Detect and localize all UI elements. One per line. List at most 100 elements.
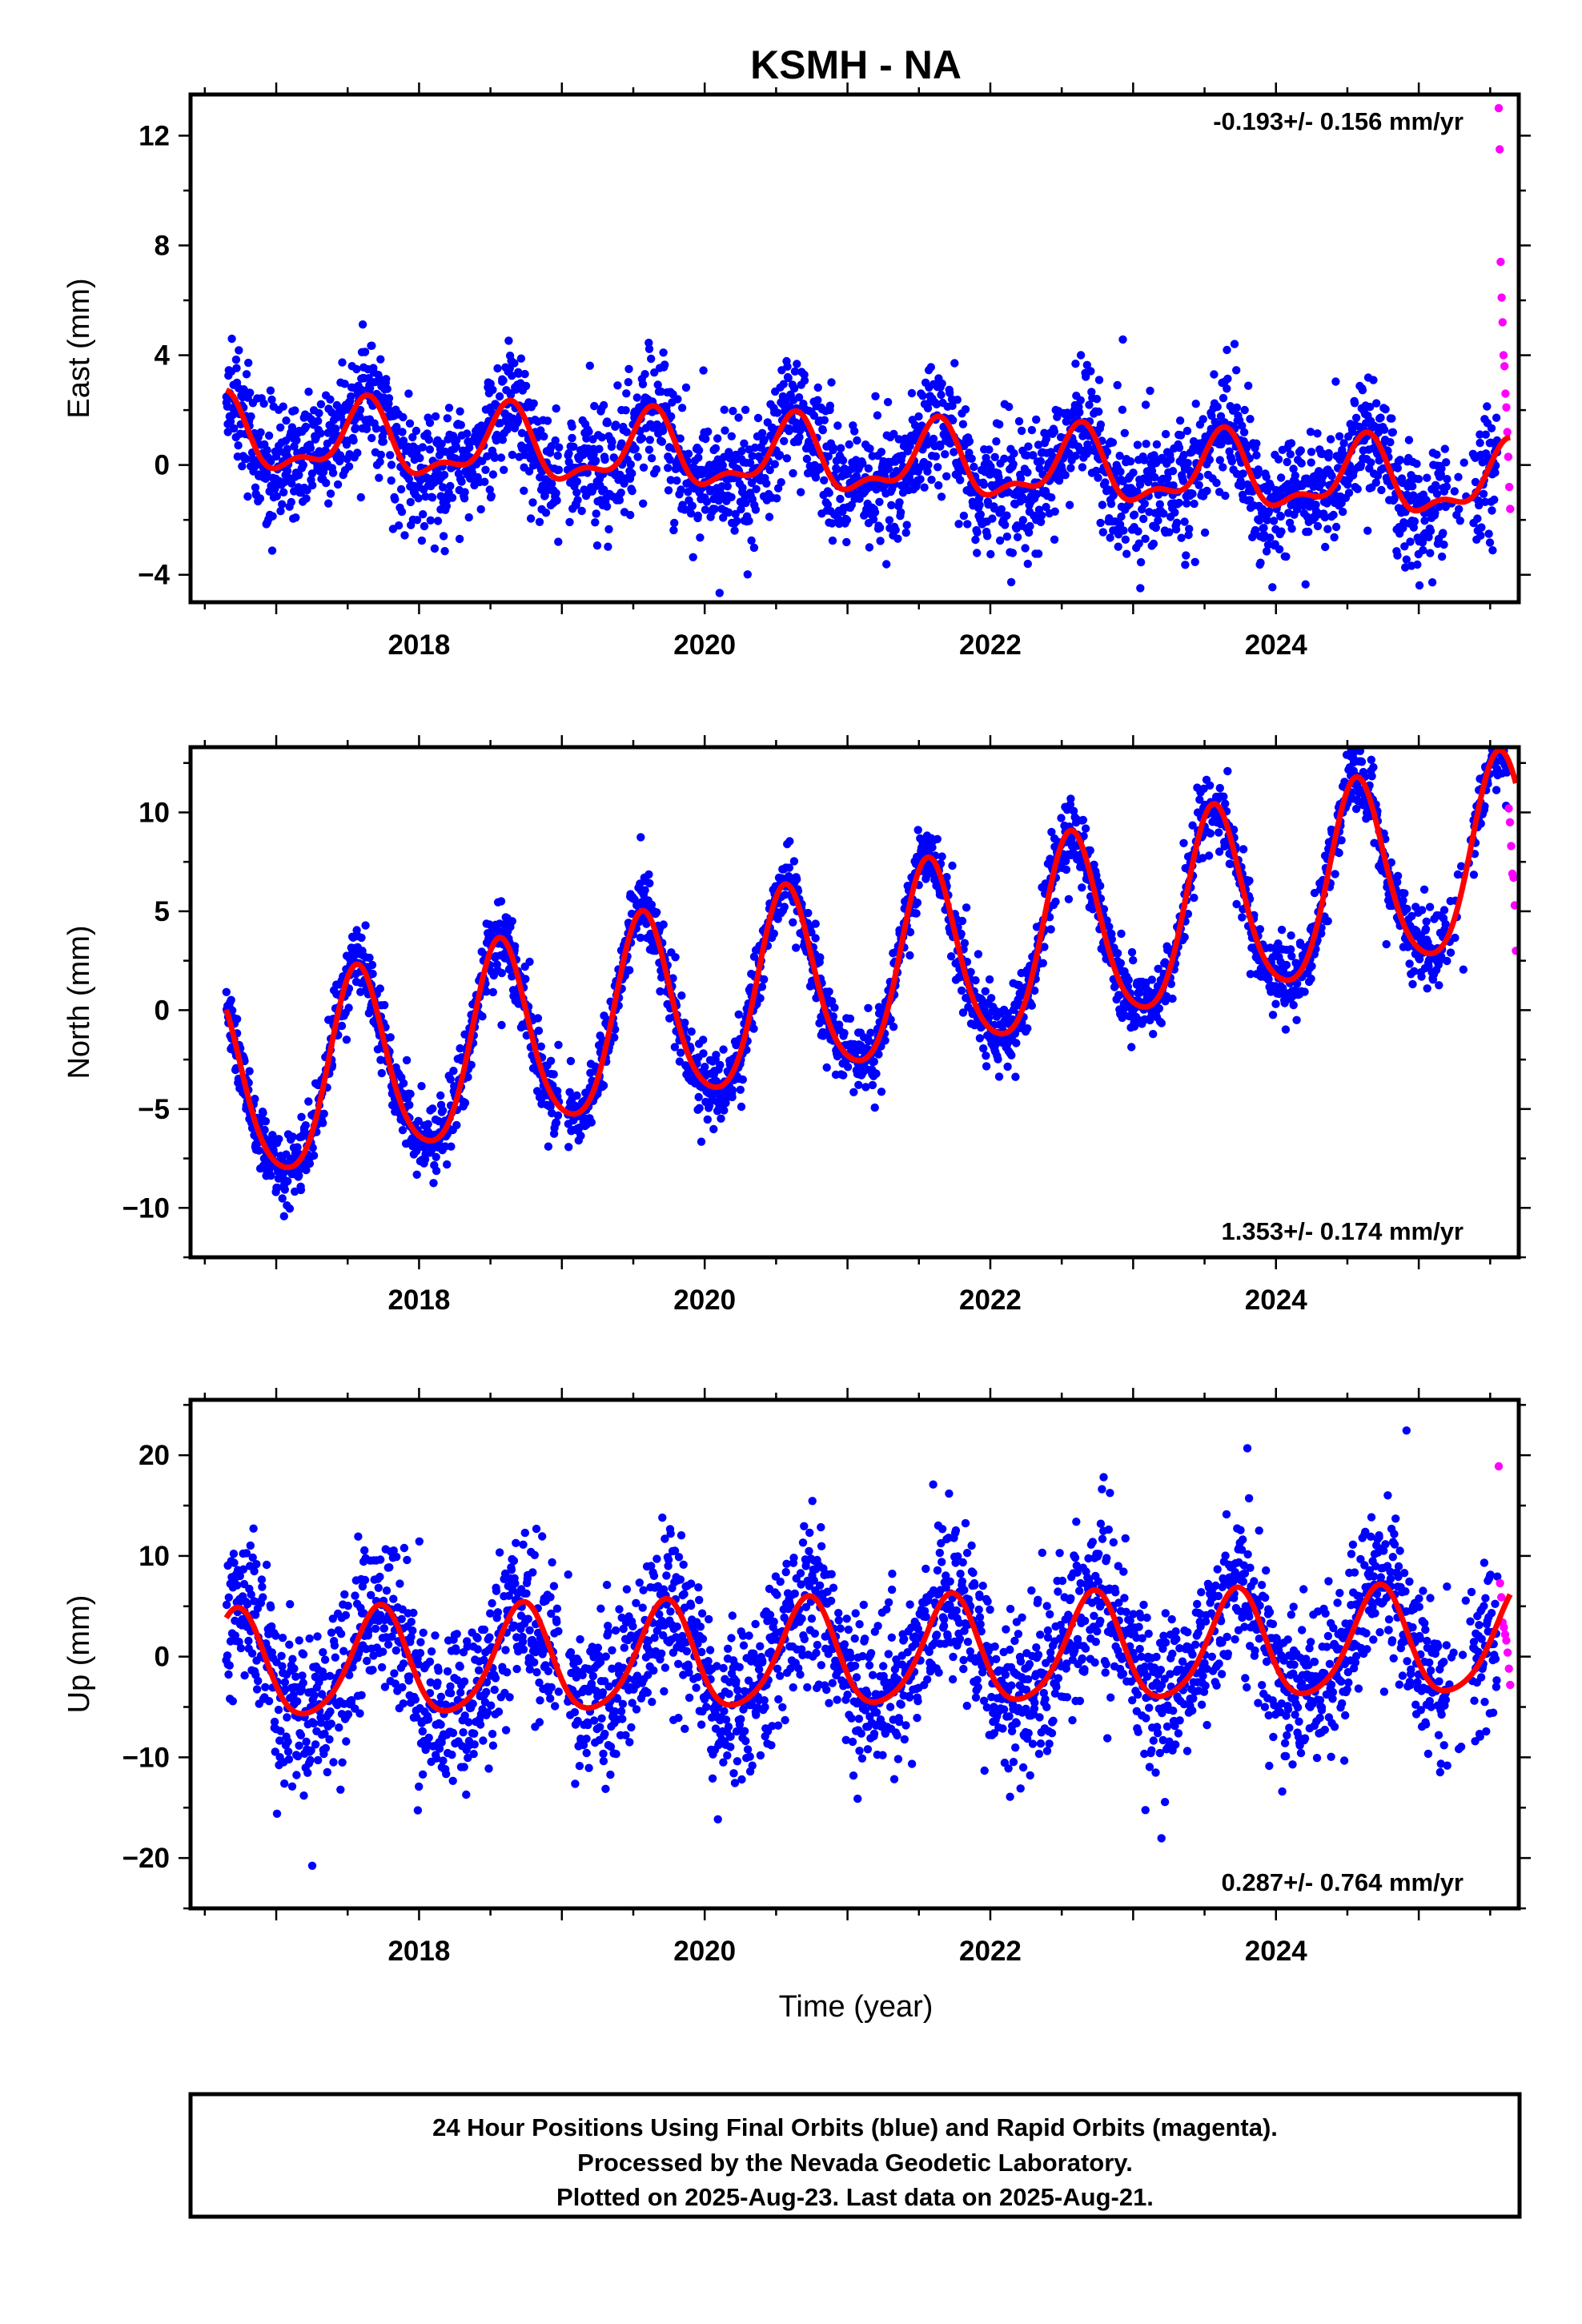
east-final-point xyxy=(322,478,331,488)
east-final-point xyxy=(729,407,737,416)
east-final-point xyxy=(1239,469,1247,478)
east-final-point xyxy=(770,460,779,468)
east-final-point xyxy=(303,485,311,495)
north-final-point xyxy=(1012,1039,1021,1047)
east-final-point xyxy=(1454,472,1463,481)
east-final-point xyxy=(1010,449,1018,458)
east-final-point xyxy=(1096,518,1105,528)
east-final-point xyxy=(1395,456,1405,464)
east-final-point xyxy=(1376,413,1385,422)
east-final-point xyxy=(1182,499,1191,508)
east-final-point xyxy=(455,534,464,544)
east-final-point xyxy=(600,455,609,464)
east-final-point xyxy=(1191,400,1200,408)
east-final-point xyxy=(376,355,385,364)
east-final-point xyxy=(973,549,982,557)
east-final-point xyxy=(669,525,678,535)
north-final-point xyxy=(946,952,956,961)
east-final-point xyxy=(809,411,819,420)
east-final-point xyxy=(419,510,428,519)
east-final-point xyxy=(1223,374,1232,384)
east-final-point xyxy=(784,373,793,383)
north-final-point xyxy=(1023,1024,1032,1033)
east-final-point xyxy=(765,513,774,521)
north-final-point xyxy=(958,916,967,926)
east-final-point xyxy=(244,358,253,368)
east-final-point xyxy=(335,451,345,460)
east-final-point xyxy=(704,427,713,436)
north-final-point xyxy=(432,1152,440,1162)
east-final-point xyxy=(282,416,291,425)
north-final-point xyxy=(412,1170,421,1180)
east-final-point xyxy=(279,488,288,497)
north-final-point xyxy=(309,1151,319,1160)
east-rapid-point xyxy=(1503,428,1512,436)
east-final-point xyxy=(279,402,287,411)
east-final-point xyxy=(367,341,376,350)
east-final-point xyxy=(344,462,354,471)
east-final-point xyxy=(731,509,740,519)
east-x-tick-label: 2022 xyxy=(959,629,1022,661)
east-final-point xyxy=(1219,393,1228,403)
east-final-point xyxy=(1121,535,1130,544)
north-final-point xyxy=(438,1106,448,1115)
east-final-point xyxy=(743,570,752,579)
east-final-point xyxy=(1455,505,1464,513)
north-final-point xyxy=(701,1063,709,1072)
east-final-point xyxy=(865,444,874,453)
east-final-point xyxy=(937,493,946,501)
east-final-point xyxy=(1404,436,1414,444)
east-final-point xyxy=(613,381,622,390)
east-final-point xyxy=(1344,489,1354,497)
east-final-point xyxy=(920,483,929,492)
north-final-point xyxy=(1129,955,1138,965)
east-final-point xyxy=(572,477,581,486)
east-final-point xyxy=(302,494,311,503)
east-final-point xyxy=(584,427,593,436)
east-final-point xyxy=(1134,527,1142,536)
east-final-point xyxy=(773,494,781,503)
east-final-point xyxy=(1118,405,1127,414)
north-final-point xyxy=(553,1111,563,1120)
east-final-point xyxy=(975,501,984,509)
east-final-point xyxy=(1036,456,1046,466)
east-final-point xyxy=(1141,534,1150,543)
east-final-point xyxy=(924,460,933,469)
east-final-point xyxy=(382,375,391,384)
east-final-point xyxy=(1439,529,1447,537)
east-y-tick-label: 0 xyxy=(155,450,170,481)
east-final-point xyxy=(399,412,408,422)
north-final-point xyxy=(296,1185,306,1195)
east-final-point xyxy=(985,445,994,454)
north-final-point xyxy=(1057,814,1066,822)
east-final-point xyxy=(1432,489,1442,498)
east-final-point xyxy=(1331,377,1340,386)
north-final-point xyxy=(587,1118,596,1127)
north-final-point xyxy=(1081,824,1090,833)
east-final-point xyxy=(1213,402,1222,412)
north-final-point xyxy=(994,1072,1004,1081)
east-rapid-point xyxy=(1498,318,1508,327)
east-final-point xyxy=(1065,501,1074,509)
east-final-point xyxy=(299,460,307,469)
east-final-point xyxy=(1183,459,1192,468)
east-final-point xyxy=(1018,516,1028,525)
north-final-point xyxy=(811,919,820,928)
east-final-point xyxy=(873,411,882,420)
east-final-point xyxy=(592,509,600,518)
north-final-point xyxy=(496,897,506,906)
east-final-point xyxy=(602,502,612,511)
east-final-point xyxy=(315,408,323,418)
east-final-point xyxy=(1185,525,1194,533)
east-final-point xyxy=(553,451,562,460)
east-final-point xyxy=(608,437,616,447)
east-final-point xyxy=(616,489,625,497)
east-final-point xyxy=(693,511,702,521)
east-final-point xyxy=(398,428,407,436)
east-final-point xyxy=(891,525,900,534)
north-final-point xyxy=(398,1126,408,1135)
east-final-point xyxy=(956,476,965,485)
north-final-point xyxy=(432,1166,441,1176)
east-final-point xyxy=(1313,429,1322,438)
east-final-point xyxy=(1427,578,1437,587)
